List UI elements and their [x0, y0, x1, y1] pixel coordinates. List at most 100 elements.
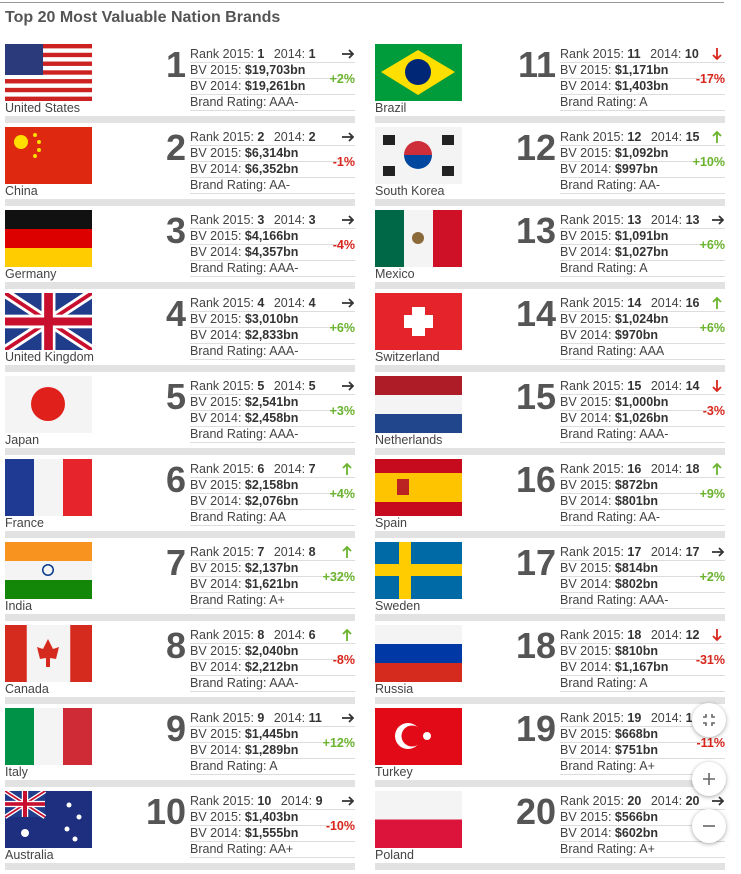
trend-arrow	[710, 462, 724, 476]
flag-part	[37, 639, 59, 667]
arrow-path	[712, 215, 725, 225]
rank-2014: 20	[685, 794, 700, 808]
rank-2014: 10	[684, 47, 699, 61]
arrow-svg	[712, 296, 722, 309]
arrow-path	[712, 380, 722, 393]
info-line: Brand Rating: AA	[190, 510, 355, 526]
rating: AA+	[269, 842, 294, 856]
flag-svg	[2, 289, 95, 354]
collapse-button[interactable]	[692, 703, 726, 737]
zoom-out-button[interactable]	[692, 809, 726, 843]
flag	[5, 542, 92, 600]
label: Rank 2015:	[190, 794, 254, 808]
bv-2014: $1,555bn	[244, 826, 299, 840]
label: Brand Rating:	[560, 261, 637, 275]
label: BV 2015:	[190, 146, 242, 160]
rating: A	[269, 759, 278, 773]
zoom-in-button[interactable]	[692, 762, 726, 796]
rating: AAA-	[269, 261, 299, 275]
country-name: Italy	[5, 765, 28, 779]
flag-part	[43, 565, 53, 575]
bv-2014: $2,212bn	[244, 660, 299, 674]
trend-arrow	[710, 213, 725, 227]
info-line: BV 2014: $4,357bn	[190, 245, 355, 261]
label: Brand Rating:	[190, 95, 267, 109]
flag-part	[397, 479, 409, 495]
bv-2014: $970bn	[614, 328, 659, 342]
label: 2014:	[650, 213, 683, 227]
flag-svg	[5, 459, 93, 516]
rank-2015: 4	[257, 296, 265, 310]
bv-2014: $1,403bn	[614, 79, 669, 93]
rank-number: 16	[515, 459, 556, 500]
label: BV 2014:	[560, 577, 612, 591]
trend-arrow	[340, 47, 355, 61]
rank-number: 9	[165, 708, 186, 749]
arrow-svg	[712, 796, 725, 806]
info-line: Rank 2015: 6 2014: 7	[190, 462, 355, 478]
flag-part	[375, 644, 462, 664]
label: BV 2015:	[560, 727, 612, 741]
flag-part	[64, 826, 70, 832]
flag-part	[33, 133, 37, 137]
row-band	[5, 116, 355, 123]
change: -31%	[695, 653, 725, 667]
flag-part	[375, 473, 462, 502]
arrow-svg	[712, 380, 722, 393]
arrow-svg	[342, 462, 352, 475]
info-line: Brand Rating: A	[190, 759, 355, 775]
label: BV 2014:	[190, 79, 242, 93]
label: 2014:	[650, 379, 683, 393]
flag	[2, 289, 95, 354]
label: BV 2015:	[560, 810, 612, 824]
flag-part	[21, 829, 29, 837]
label: 2014:	[273, 628, 306, 642]
rank-number: 6	[165, 459, 186, 500]
flag-part	[412, 232, 424, 244]
row-band	[375, 365, 725, 372]
minus-icon	[703, 825, 715, 827]
label: BV 2015:	[560, 63, 612, 77]
label: BV 2014:	[190, 328, 242, 342]
bv-2014: $602bn	[614, 826, 659, 840]
rank-2015: 11	[627, 47, 641, 61]
info-line: Brand Rating: AA-	[560, 178, 725, 194]
flag-part	[423, 732, 431, 740]
label: BV 2014:	[190, 660, 242, 674]
rating: AAA-	[269, 676, 299, 690]
change: +12%	[322, 736, 355, 750]
label: 2014:	[650, 794, 683, 808]
row-band	[5, 199, 355, 206]
bv-2014: $2,833bn	[244, 328, 299, 342]
rank-number: 1	[165, 44, 186, 85]
flag-part	[5, 248, 92, 268]
arrow-path	[342, 381, 355, 391]
flag-part	[5, 44, 92, 49]
label: Brand Rating:	[190, 344, 267, 358]
label: 2014:	[273, 711, 306, 725]
flag-part	[442, 135, 454, 145]
country-name: France	[5, 516, 44, 530]
info-line: Rank 2015: 17 2014: 17	[560, 545, 725, 561]
flag-part	[72, 836, 78, 842]
rank-2015: 1	[257, 47, 265, 61]
row-band	[375, 697, 725, 704]
info-line: BV 2014: $2,458bn	[190, 411, 355, 427]
bv-2015: $4,166bn	[244, 229, 299, 243]
rank-2014: 12	[685, 628, 700, 642]
arrow-path	[342, 628, 352, 641]
label: Brand Rating:	[190, 842, 267, 856]
flag-part	[63, 708, 93, 765]
change: +3%	[329, 404, 355, 418]
flag	[375, 376, 462, 434]
info-line: BV 2015: $1,403bn	[190, 810, 355, 826]
flag-svg	[375, 459, 462, 516]
bv-2014: $2,458bn	[244, 411, 299, 425]
info-line: Rank 2015: 4 2014: 4	[190, 296, 355, 312]
label: BV 2014:	[190, 826, 242, 840]
country-name: Sweden	[375, 599, 421, 613]
flag-svg	[5, 708, 93, 765]
info-line: BV 2015: $1,171bn	[560, 63, 725, 79]
rating: AAA-	[639, 427, 669, 441]
info-line: BV 2015: $4,166bn	[190, 229, 355, 245]
